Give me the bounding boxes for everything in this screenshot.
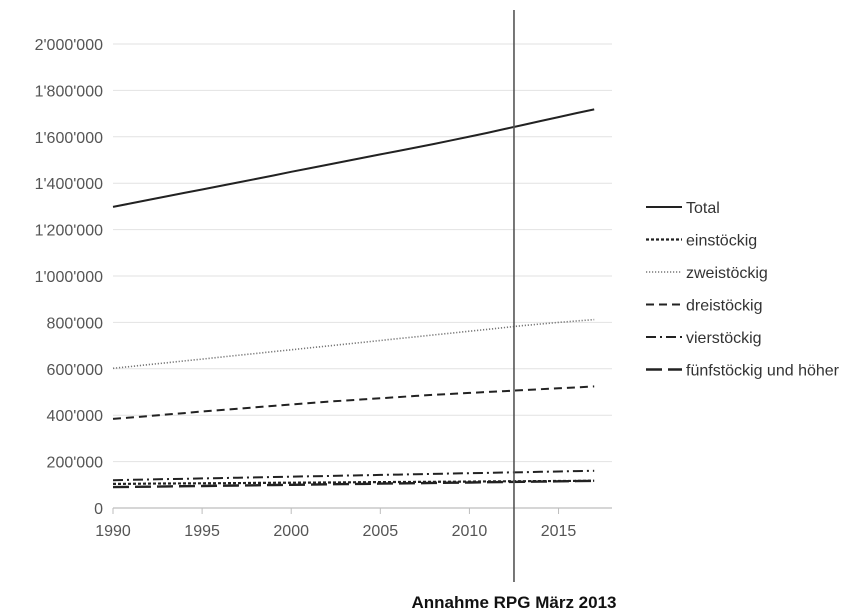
legend-label-2: zweistöckig [686,265,768,282]
legend-label-4: vierstöckig [686,330,762,347]
x-axis-ticks: 1990 1995 2000 2005 2010 2015 [95,508,576,540]
annotation: Annahme RPG März 2013 [411,10,616,612]
x-tick-label: 2005 [363,523,399,540]
y-tick-label: 1'000'000 [35,269,104,286]
x-tick-label: 2000 [273,523,309,540]
legend-label-1: einstöckig [686,233,757,250]
y-tick-label: 2'000'000 [35,37,104,54]
y-tick-label: 1'600'000 [35,130,104,147]
annotation-label: Annahme RPG März 2013 [411,593,616,612]
y-tick-label: 800'000 [47,315,104,332]
legend-label-0: Total [686,200,720,217]
legend-label-3: dreistöckig [686,298,762,315]
series-line-3 [112,385,595,420]
series-line-4 [112,469,595,482]
y-tick-label: 600'000 [47,362,104,379]
y-tick-label: 0 [94,501,103,518]
series-lines [112,108,595,489]
gridlines [113,43,612,509]
x-tick-label: 2010 [452,523,488,540]
legend: Total einstöckig zweistöckig dreistöckig vie… [646,200,840,380]
x-tick-label: 2015 [541,523,577,540]
y-tick-label: 400'000 [47,408,104,425]
y-tick-label: 1'200'000 [35,223,104,240]
y-tick-label: 1'800'000 [35,83,104,100]
y-axis-ticks: 0 200'000 400'000 600'000 800'000 1'000'000 1'… [35,37,104,518]
series-line-2 [112,318,595,370]
y-tick-label: 200'000 [47,455,104,472]
x-tick-label: 1990 [95,523,131,540]
x-tick-label: 1995 [184,523,220,540]
series-line-0 [112,108,595,208]
legend-label-5: fünfstöckig und höher [686,363,840,380]
y-tick-label: 1'400'000 [35,176,104,193]
